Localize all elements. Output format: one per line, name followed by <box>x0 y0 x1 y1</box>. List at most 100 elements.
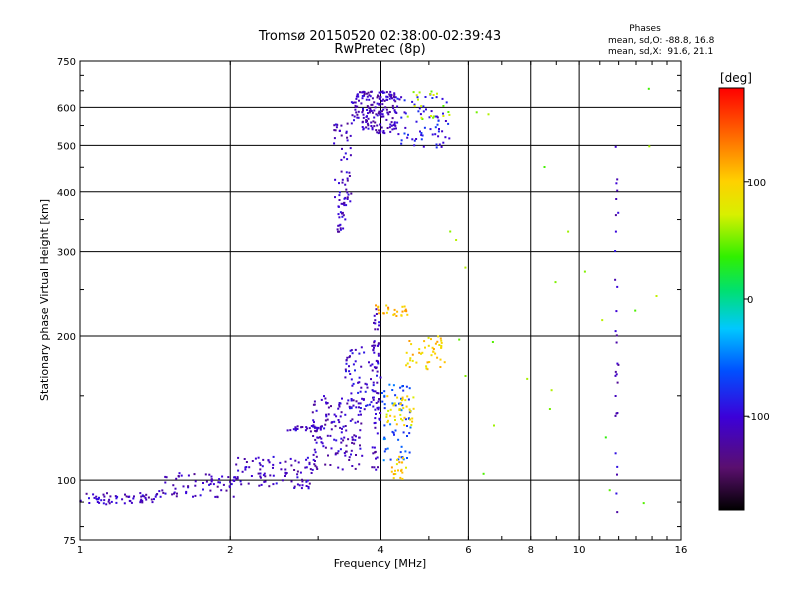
data-point <box>411 417 414 420</box>
data-point <box>410 343 413 346</box>
data-point <box>311 411 314 414</box>
data-point <box>284 468 287 471</box>
data-point <box>440 339 443 342</box>
data-point <box>329 464 332 466</box>
data-point <box>356 113 359 116</box>
data-point <box>259 476 262 479</box>
data-point <box>272 455 275 458</box>
data-point <box>367 124 370 127</box>
data-point <box>434 133 437 136</box>
data-point <box>395 423 398 426</box>
data-point <box>264 475 267 478</box>
data-point <box>173 492 175 495</box>
data-point <box>614 452 617 455</box>
data-point <box>337 466 340 469</box>
data-point <box>422 110 425 113</box>
data-point <box>335 439 338 442</box>
data-point <box>362 109 364 112</box>
data-point <box>342 214 345 217</box>
data-point <box>614 374 617 377</box>
data-point <box>648 145 651 148</box>
data-point <box>365 115 368 118</box>
data-point <box>417 98 419 101</box>
data-point <box>360 365 363 368</box>
data-point <box>377 95 380 97</box>
data-point <box>316 436 319 439</box>
data-point <box>396 396 399 399</box>
data-point <box>269 474 272 477</box>
data-point <box>389 130 392 133</box>
data-point <box>458 338 461 341</box>
data-point <box>389 458 392 461</box>
data-point <box>601 319 604 322</box>
data-point <box>380 99 383 102</box>
data-point <box>345 130 348 133</box>
data-point <box>378 324 381 327</box>
data-point <box>367 106 370 109</box>
data-point <box>315 426 318 429</box>
data-point <box>401 396 404 399</box>
data-point <box>395 127 397 130</box>
data-point <box>172 484 175 487</box>
data-point <box>310 425 313 427</box>
data-point <box>372 384 375 387</box>
data-point <box>381 110 383 113</box>
data-point <box>404 418 407 421</box>
data-point <box>340 170 343 173</box>
data-point <box>354 467 357 470</box>
data-point <box>487 113 490 116</box>
data-point <box>392 384 395 387</box>
data-point <box>406 313 409 316</box>
data-point <box>320 398 323 401</box>
data-point <box>350 101 353 104</box>
data-point <box>376 456 379 459</box>
data-point <box>615 334 618 337</box>
data-point <box>268 485 271 488</box>
data-point <box>383 91 386 94</box>
data-point <box>418 107 421 110</box>
y-tick-label: 100 <box>57 476 76 487</box>
data-point <box>440 145 443 148</box>
data-point <box>300 426 303 429</box>
data-point <box>182 485 185 488</box>
data-point <box>392 477 395 480</box>
data-point <box>378 312 381 315</box>
data-point <box>434 126 437 129</box>
data-point <box>348 459 351 461</box>
data-point <box>434 352 437 355</box>
data-point <box>393 313 396 316</box>
data-point <box>357 110 360 113</box>
data-point <box>351 436 354 439</box>
data-point <box>329 434 332 437</box>
data-point <box>380 115 383 118</box>
data-point <box>398 98 401 101</box>
data-point <box>351 441 354 444</box>
data-point <box>344 183 347 186</box>
data-point <box>214 495 217 498</box>
data-point <box>391 389 394 391</box>
data-point <box>326 434 329 437</box>
data-point <box>435 96 438 99</box>
data-point <box>397 458 400 461</box>
data-point <box>335 126 338 129</box>
data-point <box>356 105 359 108</box>
data-point <box>376 114 379 117</box>
data-point <box>400 96 403 99</box>
data-point <box>418 348 421 351</box>
data-point <box>440 346 443 349</box>
data-point <box>393 308 396 311</box>
data-point <box>419 113 422 116</box>
data-point <box>411 420 414 423</box>
phases-line-o: mean, sd,O: -88.8, 16.8 <box>608 36 715 46</box>
data-point <box>376 124 379 127</box>
data-point <box>442 105 445 107</box>
data-point <box>209 483 212 485</box>
data-point <box>430 354 433 357</box>
data-point <box>343 204 346 207</box>
data-point <box>377 309 380 312</box>
data-point <box>153 498 155 501</box>
data-point <box>354 348 357 351</box>
data-point <box>394 124 397 127</box>
data-point <box>389 423 392 426</box>
data-point <box>389 93 392 96</box>
